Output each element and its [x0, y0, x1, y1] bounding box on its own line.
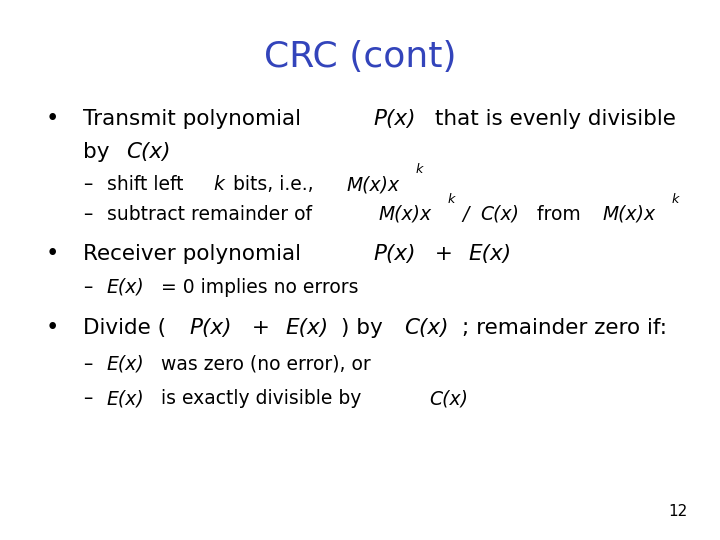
Text: +: +	[245, 318, 276, 338]
Text: P(x): P(x)	[373, 109, 415, 129]
Text: •: •	[45, 242, 58, 265]
Text: •: •	[45, 107, 58, 130]
Text: was zero (no error), or: was zero (no error), or	[156, 355, 371, 374]
Text: E(x): E(x)	[107, 355, 144, 374]
Text: CRC (cont): CRC (cont)	[264, 40, 456, 73]
Text: E(x): E(x)	[469, 244, 512, 264]
Text: k: k	[213, 175, 224, 194]
Text: P(x): P(x)	[373, 244, 415, 264]
Text: Transmit polynomial: Transmit polynomial	[83, 109, 307, 129]
Text: M(x)x: M(x)x	[379, 205, 432, 224]
Text: 12: 12	[668, 504, 688, 519]
Text: C(x): C(x)	[480, 205, 520, 224]
Text: •: •	[45, 316, 58, 339]
Text: E(x): E(x)	[107, 278, 144, 297]
Text: = 0 implies no errors: = 0 implies no errors	[156, 278, 359, 297]
Text: –: –	[83, 175, 92, 194]
Text: shift left: shift left	[107, 175, 189, 194]
Text: Divide (: Divide (	[83, 318, 166, 338]
Text: –: –	[83, 278, 92, 297]
Text: bits, i.e.,: bits, i.e.,	[227, 175, 320, 194]
Text: by: by	[83, 142, 116, 163]
Text: –: –	[83, 389, 92, 408]
Text: subtract remainder of: subtract remainder of	[107, 205, 318, 224]
Text: +: +	[428, 244, 459, 264]
Text: P(x): P(x)	[190, 318, 233, 338]
Text: ; remainder zero if:: ; remainder zero if:	[462, 318, 667, 338]
Text: /: /	[457, 205, 475, 224]
Text: E(x): E(x)	[107, 389, 144, 408]
Text: C(x): C(x)	[429, 389, 468, 408]
Text: –: –	[83, 355, 92, 374]
Text: M(x)x: M(x)x	[603, 205, 656, 224]
Text: k: k	[415, 163, 423, 176]
Text: is exactly divisible by: is exactly divisible by	[156, 389, 368, 408]
Text: C(x): C(x)	[126, 142, 171, 163]
Text: that is evenly divisible: that is evenly divisible	[428, 109, 675, 129]
Text: from: from	[531, 205, 587, 224]
Text: Receiver polynomial: Receiver polynomial	[83, 244, 307, 264]
Text: E(x): E(x)	[286, 318, 329, 338]
Text: M(x)x: M(x)x	[346, 175, 400, 194]
Text: C(x): C(x)	[404, 318, 449, 338]
Text: k: k	[447, 193, 455, 206]
Text: –: –	[83, 205, 92, 224]
Text: k: k	[671, 193, 679, 206]
Text: ) by: ) by	[341, 318, 390, 338]
